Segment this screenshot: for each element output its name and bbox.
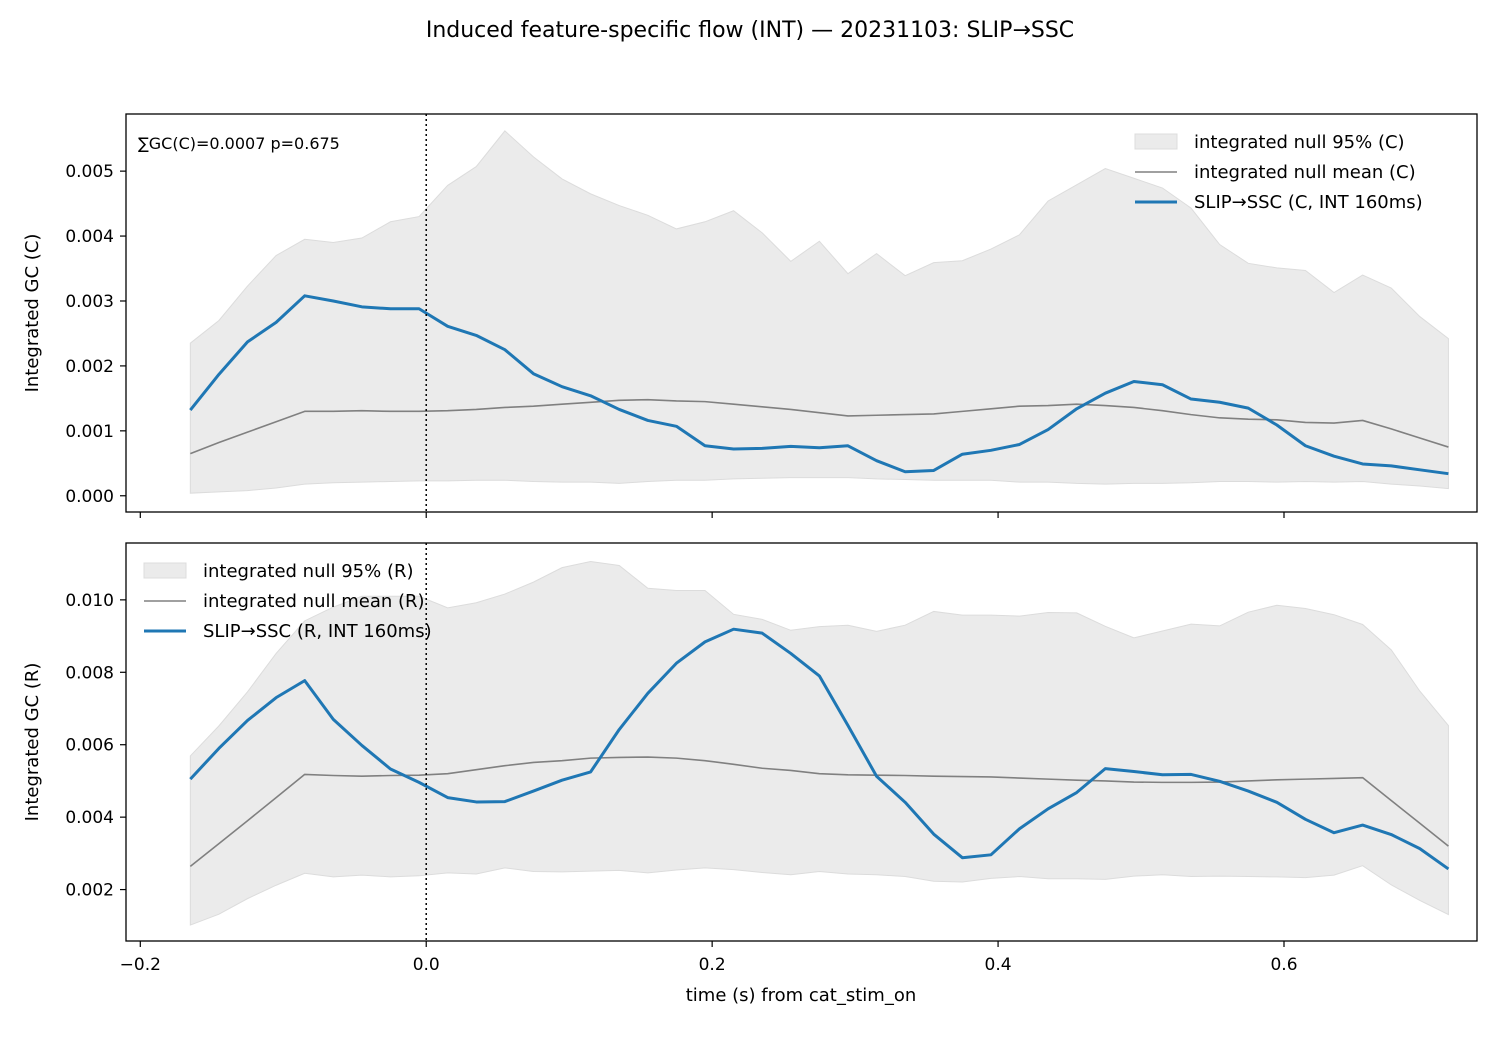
y-tick-label: 0.003 bbox=[65, 292, 114, 312]
y-tick-label: 0.004 bbox=[65, 227, 114, 247]
y-axis-label: Integrated GC (R) bbox=[22, 663, 43, 822]
legend-label: integrated null 95% (C) bbox=[1194, 132, 1405, 153]
signal-line bbox=[189, 294, 1449, 476]
legend-label: integrated null mean (C) bbox=[1194, 162, 1416, 183]
x-tick-label: 0.2 bbox=[699, 955, 726, 975]
figure-title: Induced feature-specific flow (INT) — 20… bbox=[425, 18, 1075, 43]
axes-frame bbox=[125, 113, 1478, 513]
y-tick-label: 0.002 bbox=[65, 881, 114, 901]
y-tick-label: 0.006 bbox=[65, 736, 114, 756]
null-mean-line bbox=[189, 756, 1449, 868]
y-tick-label: 0.010 bbox=[65, 591, 114, 611]
legend-label: SLIP→SSC (R, INT 160ms) bbox=[203, 621, 432, 642]
stats-annotation: ∑GC(C)=0.0007 p=0.675 bbox=[138, 134, 340, 153]
y-tick-label: 0.001 bbox=[65, 422, 114, 442]
signal-line bbox=[189, 627, 1450, 871]
y-tick-label: 0.000 bbox=[65, 487, 114, 507]
panel-bottom: 0.002 0.004 0.006 0.008 0.010 −0.2 0.0 0.2 0.4 0.… bbox=[22, 542, 1478, 975]
y-tick-label: 0.002 bbox=[65, 357, 114, 377]
x-tick-label: 0.0 bbox=[413, 955, 440, 975]
null-95-band bbox=[189, 130, 1449, 494]
y-tick-label: 0.004 bbox=[65, 808, 114, 828]
legend-label: integrated null 95% (R) bbox=[203, 561, 414, 582]
axes-frame bbox=[125, 542, 1478, 942]
x-tick-label: −0.2 bbox=[120, 955, 161, 975]
legend-swatch-band bbox=[143, 562, 187, 579]
legend: integrated null 95% (R) integrated null m… bbox=[143, 561, 432, 642]
x-axis-label: time (s) from cat_stim_on bbox=[686, 985, 917, 1006]
y-tick-label: 0.008 bbox=[65, 663, 114, 683]
null-95-band bbox=[189, 560, 1449, 926]
y-tick-label: 0.005 bbox=[65, 162, 114, 182]
legend: integrated null 95% (C) integrated null m… bbox=[1134, 132, 1423, 213]
x-tick-label: 0.4 bbox=[985, 955, 1012, 975]
panel-top: 0.000 0.001 0.002 0.003 0.004 0.005 Integrated… bbox=[22, 113, 1478, 518]
y-axis-label: Integrated GC (C) bbox=[22, 234, 43, 393]
legend-label: SLIP→SSC (C, INT 160ms) bbox=[1194, 192, 1423, 213]
legend-label: integrated null mean (R) bbox=[203, 591, 425, 612]
x-tick-label: 0.6 bbox=[1270, 955, 1297, 975]
null-mean-line bbox=[190, 398, 1449, 455]
legend-swatch-band bbox=[1134, 133, 1178, 150]
